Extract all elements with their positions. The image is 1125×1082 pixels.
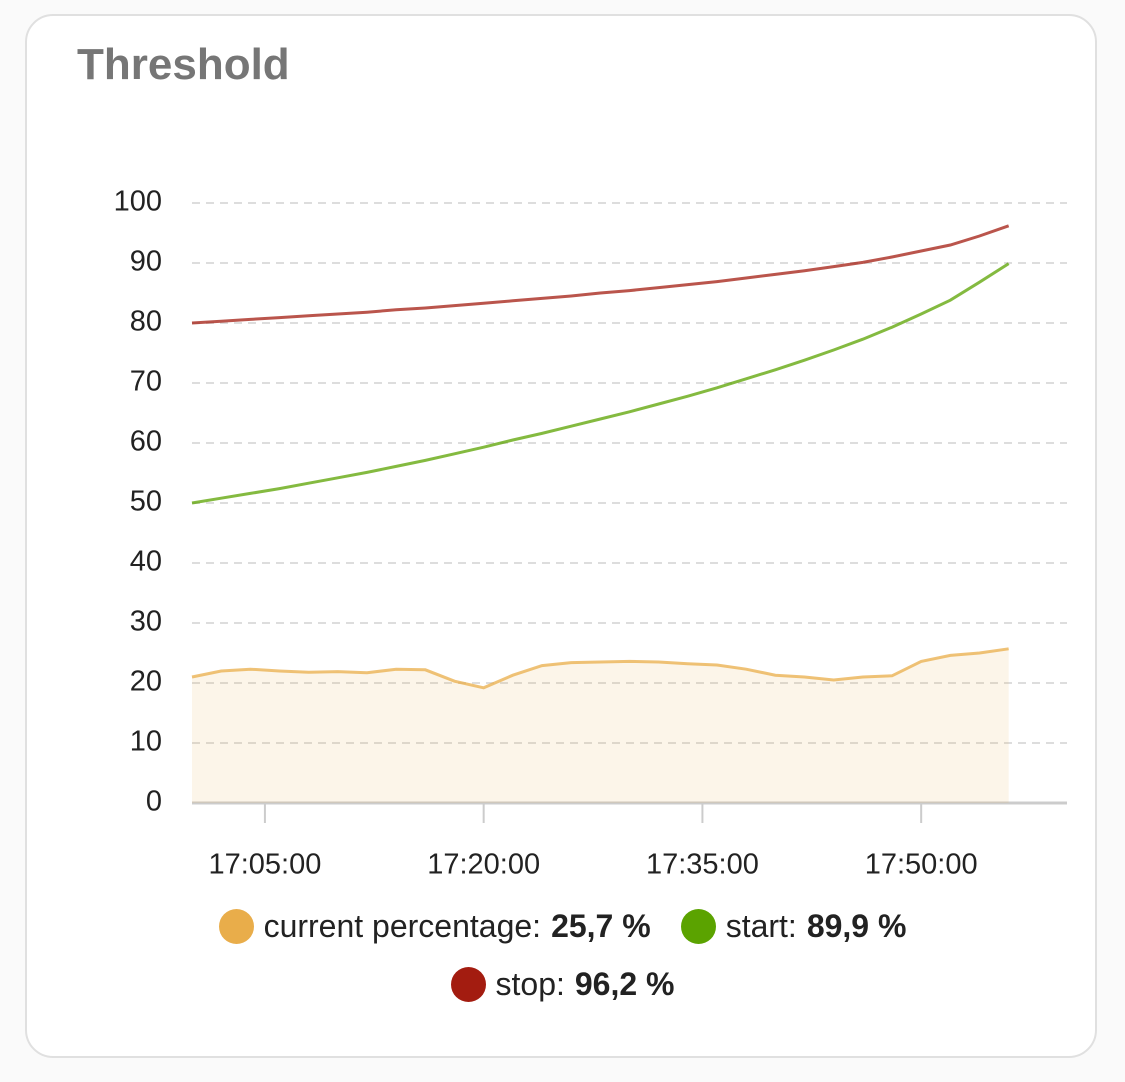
y-tick-label: 50: [130, 486, 162, 518]
legend: current percentage:25,7 % start:89,9 % sto…: [165, 903, 960, 1007]
y-tick-label: 80: [130, 306, 162, 338]
y-tick-label: 30: [130, 606, 162, 638]
card: [25, 14, 1097, 1058]
legend-name: stop: [495, 965, 556, 1002]
legend-value: 96,2 %: [574, 965, 675, 1002]
y-tick-label: 60: [130, 426, 162, 458]
separator: :: [555, 965, 565, 1002]
legend-value: 25,7 %: [551, 907, 651, 944]
y-tick-label: 70: [130, 366, 162, 398]
series-line: [191, 224, 1010, 325]
x-tick-label: 17:50:00: [865, 849, 978, 881]
legend-dot: [450, 966, 486, 1002]
series-line: [191, 262, 1010, 505]
y-tick-label: 10: [130, 726, 162, 758]
legend-name: current percentage: [263, 907, 533, 944]
legend-name: start: [725, 907, 788, 944]
separator: :: [532, 907, 542, 944]
y-tick-label: 90: [130, 246, 162, 278]
legend-item[interactable]: start:89,9 %: [680, 903, 907, 949]
card-title: Threshold: [77, 40, 290, 89]
x-tick-label: 17:20:00: [427, 849, 540, 881]
legend-item[interactable]: current percentage:25,7 %: [218, 903, 651, 949]
y-tick-label: 20: [130, 666, 162, 698]
y-tick-label: 0: [146, 786, 162, 818]
y-tick-label: 100: [114, 186, 162, 218]
x-tick-label: 17:35:00: [646, 849, 759, 881]
y-tick-label: 40: [130, 546, 162, 578]
separator: :: [787, 907, 797, 944]
area: [192, 648, 1009, 803]
legend-dot: [218, 908, 254, 944]
x-tick-label: 17:05:00: [208, 849, 321, 881]
legend-dot: [680, 908, 716, 944]
legend-value: 89,9 %: [806, 907, 907, 944]
series-line: [191, 647, 1009, 690]
legend-item[interactable]: stop:96,2 %: [450, 961, 675, 1007]
